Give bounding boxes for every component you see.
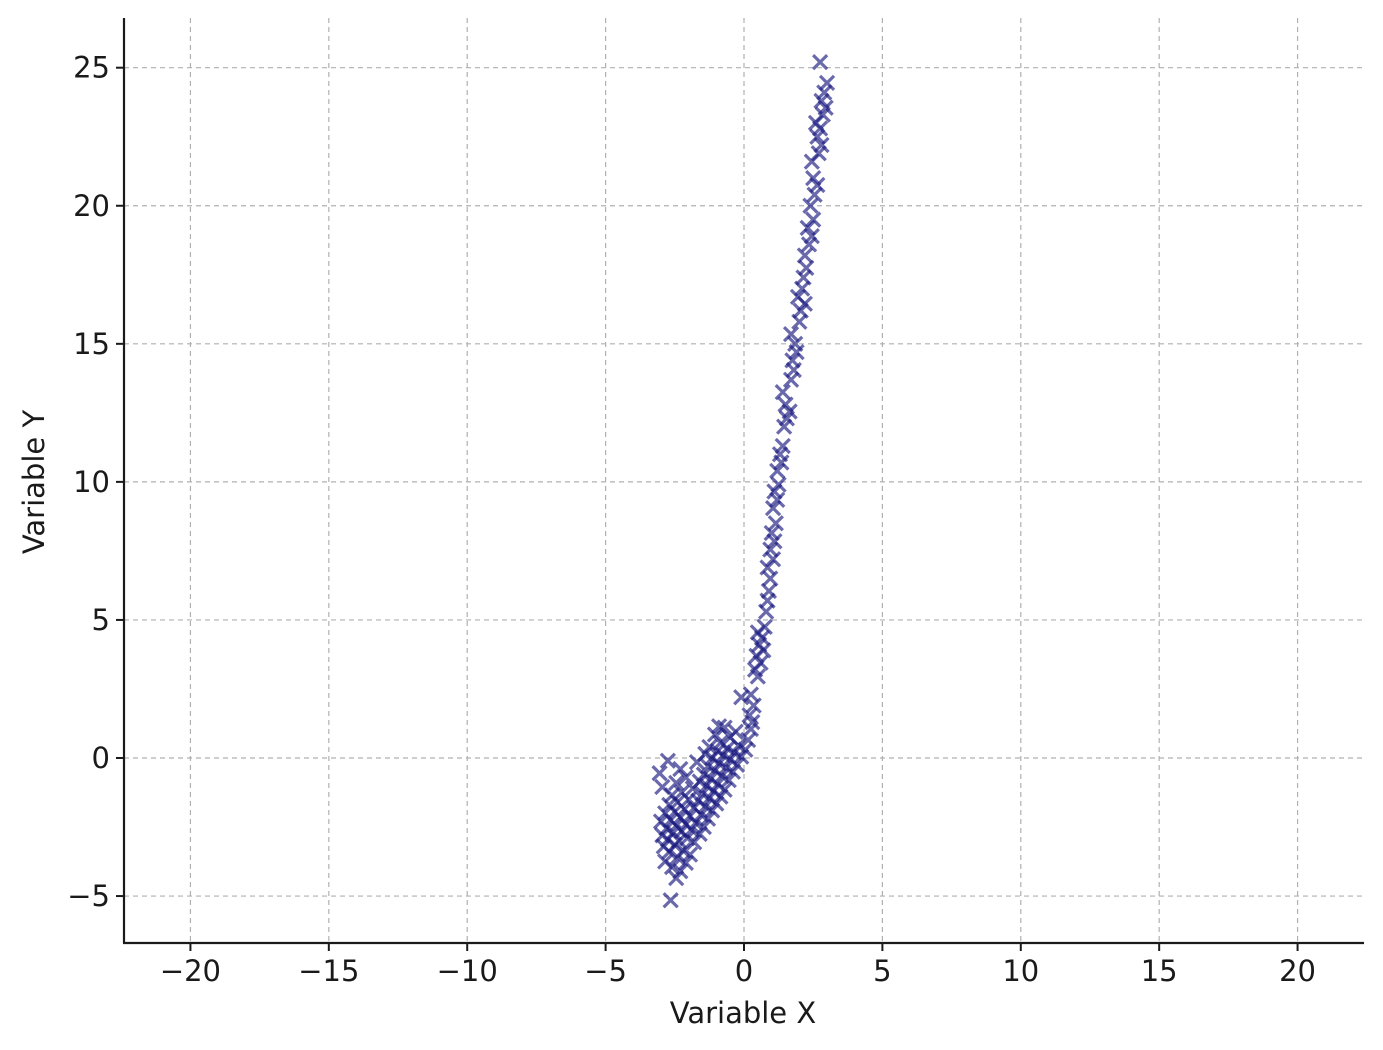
data-point — [677, 854, 695, 872]
x-tick-label: 0 — [735, 954, 753, 988]
x-tick-label: 5 — [873, 954, 891, 988]
data-point — [789, 288, 807, 306]
data-point — [774, 437, 791, 455]
x-tick-label: −20 — [160, 954, 221, 988]
y-tick-label: 0 — [92, 741, 110, 775]
data-point — [741, 707, 758, 724]
data-point — [784, 352, 801, 369]
ticks: −20 −15 −10 −5 0 5 10 15 20 −5 0 5 10 15 20 25 — [67, 51, 1316, 988]
x-tick-label: −5 — [584, 954, 627, 988]
y-tick-label: −5 — [67, 879, 110, 913]
data-point — [782, 326, 800, 343]
y-tick-label: 20 — [73, 189, 110, 223]
data-point — [695, 818, 712, 836]
data-point — [782, 371, 800, 388]
data-point — [813, 136, 830, 154]
data-point — [764, 499, 782, 517]
x-tick-label: 10 — [1002, 954, 1039, 988]
grid-lines — [124, 18, 1364, 943]
data-point — [656, 853, 674, 870]
data-point — [677, 769, 695, 786]
y-tick-label: 10 — [73, 465, 110, 499]
data-point — [716, 719, 733, 736]
data-point — [727, 723, 744, 740]
data-point — [672, 760, 689, 778]
data-point — [802, 197, 819, 214]
data-point — [763, 524, 780, 542]
data-point — [651, 765, 668, 782]
x-axis-title: Variable X — [670, 996, 817, 1030]
data-point — [659, 752, 677, 769]
data-point — [777, 396, 794, 413]
x-tick-label: −10 — [437, 954, 498, 988]
data-point — [774, 384, 791, 401]
data-point — [816, 84, 833, 101]
y-axis-title: Variable Y — [17, 410, 51, 555]
data-point — [799, 219, 816, 236]
y-tick-label: 15 — [73, 327, 110, 361]
y-tick-label: 25 — [73, 51, 110, 85]
data-point — [764, 551, 782, 568]
data-point — [668, 774, 685, 791]
data-point — [796, 247, 814, 264]
data-point — [767, 515, 784, 532]
data-point — [712, 734, 729, 751]
data-point — [674, 842, 692, 859]
data-point — [811, 54, 829, 71]
data-point — [805, 211, 822, 228]
data-point — [806, 186, 823, 203]
data-point — [701, 738, 718, 756]
data-point — [818, 74, 836, 92]
y-tick-label: 5 — [92, 603, 110, 637]
data-markers — [651, 54, 836, 909]
data-point — [787, 335, 804, 352]
data-point — [662, 892, 679, 909]
data-point — [733, 689, 750, 706]
data-point — [762, 541, 779, 558]
data-point — [673, 784, 690, 801]
data-point — [710, 718, 728, 735]
data-point — [770, 476, 787, 493]
data-point — [795, 269, 812, 286]
data-point — [769, 462, 786, 479]
x-tick-label: −15 — [298, 954, 359, 988]
data-point — [695, 766, 712, 783]
data-point — [756, 618, 773, 635]
x-tick-label: 15 — [1141, 954, 1178, 988]
data-point — [805, 170, 822, 187]
data-point — [742, 686, 760, 703]
x-tick-label: 20 — [1279, 954, 1316, 988]
data-point — [654, 778, 671, 796]
data-point — [759, 559, 776, 576]
data-point — [672, 863, 689, 880]
data-point — [803, 228, 820, 245]
data-point — [706, 726, 724, 743]
